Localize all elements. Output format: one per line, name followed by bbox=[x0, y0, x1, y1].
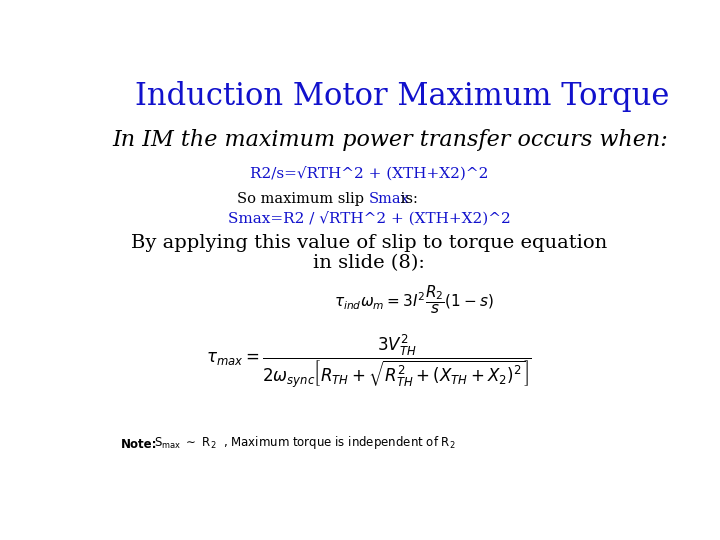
Text: $\tau_{ind}\omega_m = 3I^2\dfrac{R_2}{s}(1-s)$: $\tau_{ind}\omega_m = 3I^2\dfrac{R_2}{s}… bbox=[334, 283, 493, 315]
Text: By applying this value of slip to torque equation: By applying this value of slip to torque… bbox=[131, 234, 607, 252]
Text: Induction Motor Maximum Torque: Induction Motor Maximum Torque bbox=[135, 82, 669, 112]
Text: is:: is: bbox=[396, 192, 418, 206]
Text: Smax: Smax bbox=[369, 192, 410, 206]
Text: Note:: Note: bbox=[121, 437, 157, 451]
Text: in slide (8):: in slide (8): bbox=[313, 254, 425, 272]
Text: $\tau_{max} = \dfrac{3V_{TH}^2}{2\omega_{sync}\left[R_{TH} + \sqrt{R_{TH}^2 + (X: $\tau_{max} = \dfrac{3V_{TH}^2}{2\omega_… bbox=[206, 333, 532, 390]
Text: Smax=R2 / √RTH^2 + (XTH+X2)^2: Smax=R2 / √RTH^2 + (XTH+X2)^2 bbox=[228, 211, 510, 226]
Text: So maximum slip: So maximum slip bbox=[238, 192, 369, 206]
Text: R2/s=√RTH^2 + (XTH+X2)^2: R2/s=√RTH^2 + (XTH+X2)^2 bbox=[250, 166, 488, 180]
Text: In IM the maximum power transfer occurs when:: In IM the maximum power transfer occurs … bbox=[112, 129, 668, 151]
Text: $\mathregular{S_{max}}$ $\mathregular{\sim}$ $\mathregular{R_2}$  , Maximum torq: $\mathregular{S_{max}}$ $\mathregular{\s… bbox=[154, 434, 456, 451]
